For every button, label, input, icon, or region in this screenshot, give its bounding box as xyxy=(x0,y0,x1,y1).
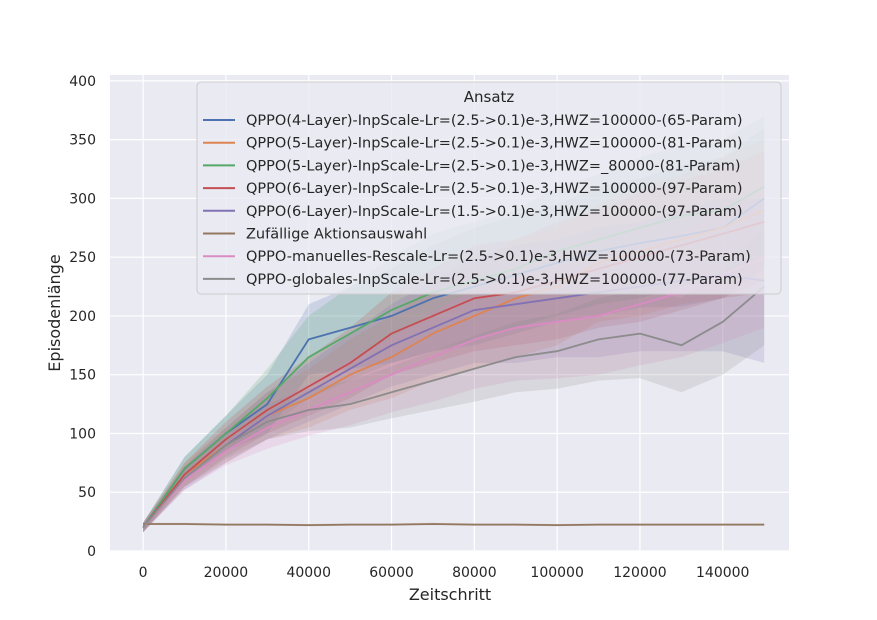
x-tick-label-0: 0 xyxy=(139,565,148,581)
x-tick-label-6: 120000 xyxy=(613,565,666,581)
y-tick-label-5: 250 xyxy=(69,250,96,266)
line-series-6 xyxy=(142,256,765,529)
legend-label-4: QPPO(6-Layer)-InpScale-Lr=(1.5->0.1)e-3,… xyxy=(246,204,743,220)
y-tick-label-1: 50 xyxy=(78,485,96,501)
y-tick-label-6: 300 xyxy=(69,191,96,207)
x-axis-ticks: 0 20000 40000 60000 80000 100000 120000 140000 xyxy=(139,565,750,581)
legend-label-7: QPPO-globales-InpScale-Lr=(2.5->0.1)e-3,… xyxy=(246,272,743,288)
legend-label-0: QPPO(4-Layer)-InpScale-Lr=(2.5->0.1)e-3,… xyxy=(246,113,743,129)
band-series-7 xyxy=(143,227,765,533)
y-tick-label-8: 400 xyxy=(69,74,96,90)
x-tick-label-2: 40000 xyxy=(286,565,331,581)
x-tick-label-5: 100000 xyxy=(530,565,583,581)
y-tick-label-0: 0 xyxy=(87,544,96,560)
legend: Ansatz QPPO(4-Layer)-InpScale-Lr=(2.5->0… xyxy=(196,81,782,295)
x-tick-label-7: 140000 xyxy=(696,565,749,581)
legend-label-5: Zufällige Aktionsauswahl xyxy=(246,227,427,243)
y-tick-label-2: 100 xyxy=(69,426,96,442)
legend-label-3: QPPO(6-Layer)-InpScale-Lr=(2.5->0.1)e-3,… xyxy=(246,181,743,197)
legend-label-6: QPPO-manuelles-Rescale-Lr=(2.5->0.1)e-3,… xyxy=(246,249,751,265)
legend-label-2: QPPO(5-Layer)-InpScale-Lr=(2.5->0.1)e-3,… xyxy=(246,158,741,174)
y-tick-label-7: 350 xyxy=(69,133,96,149)
line-series-7 xyxy=(142,285,765,529)
legend-box xyxy=(196,81,782,295)
line-series-5 xyxy=(143,523,765,526)
legend-label-1: QPPO(5-Layer)-InpScale-Lr=(2.5->0.1)e-3,… xyxy=(246,136,743,152)
x-axis-label: Zeitschritt xyxy=(409,585,491,604)
x-tick-label-4: 80000 xyxy=(452,565,497,581)
legend-items: QPPO(4-Layer)-InpScale-Lr=(2.5->0.1)e-3,… xyxy=(203,113,751,288)
y-axis-label: Episodenlänge xyxy=(45,254,64,371)
x-tick-label-1: 20000 xyxy=(204,565,249,581)
y-axis-ticks: 0 50 100 150 200 250 300 350 400 xyxy=(69,74,96,560)
y-tick-label-4: 200 xyxy=(69,309,96,325)
x-tick-label-3: 60000 xyxy=(369,565,414,581)
legend-title: Ansatz xyxy=(464,88,515,106)
y-tick-label-3: 150 xyxy=(69,368,96,384)
